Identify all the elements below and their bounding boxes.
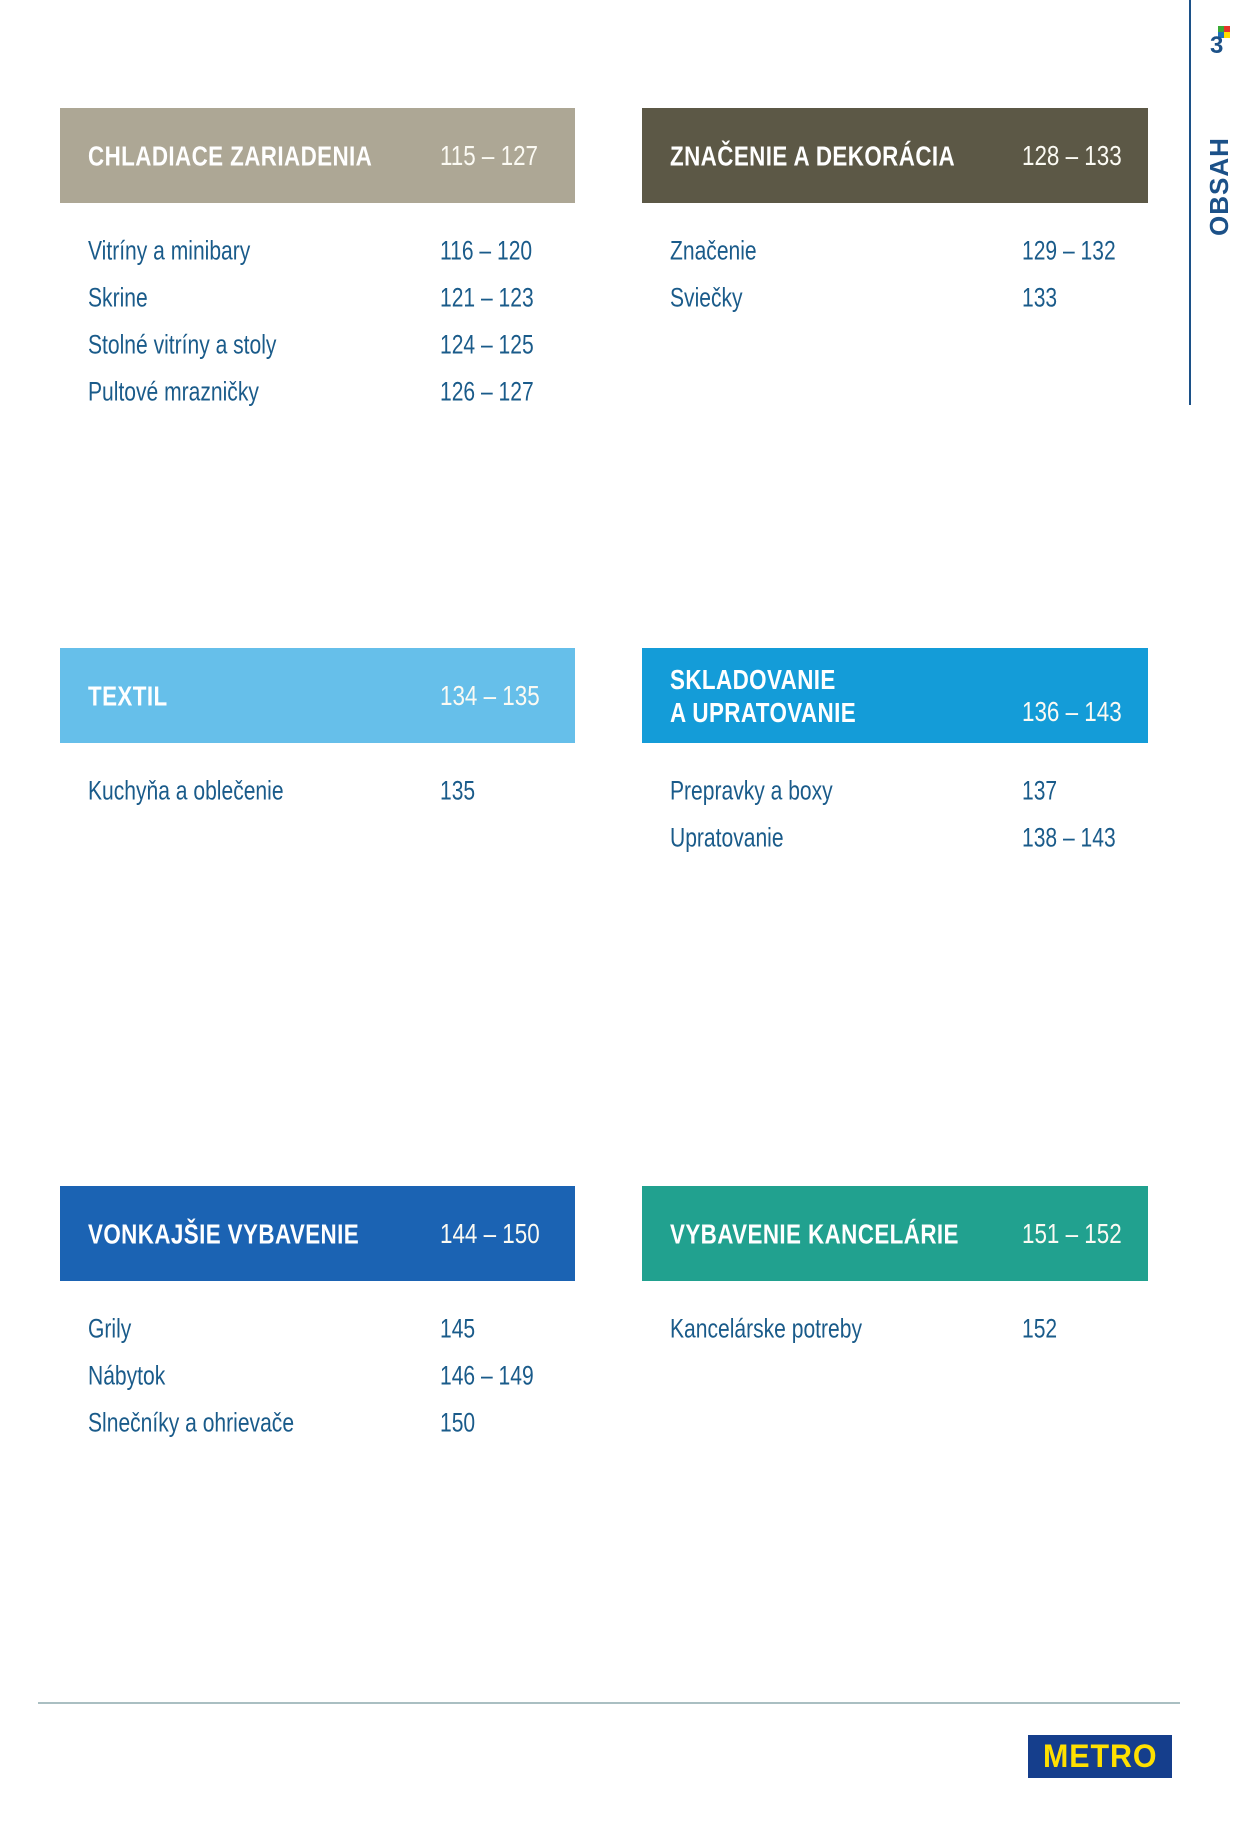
toc-item-pages: 137 [1022, 775, 1058, 805]
toc-item-pages: 133 [1022, 282, 1058, 312]
metro-logo: METRO [1028, 1735, 1172, 1778]
toc-item-label: Skrine [88, 282, 148, 312]
toc-list: Kancelárske potreby 152 [642, 1281, 1148, 1352]
sidebar-label: OBSAH [1204, 137, 1234, 236]
toc-item-label: Kancelárske potreby [670, 1313, 862, 1343]
section-title: CHLADIACE ZARIADENIA [88, 139, 373, 171]
toc-section: VYBAVENIE KANCELÁRIE 151 – 152 Kancelárs… [642, 1186, 1148, 1352]
pixel-blue [1218, 32, 1224, 38]
toc-section: SKLADOVANIE A UPRATOVANIE 136 – 143 Prep… [642, 648, 1148, 861]
toc-list: Kuchyňa a oblečenie 135 [60, 743, 575, 814]
toc-item-pages: 138 – 143 [1022, 822, 1116, 852]
toc-item-label: Značenie [670, 235, 757, 265]
toc-item: Slnečníky a ohrievače 150 [60, 1399, 575, 1446]
pixel-red [1224, 26, 1230, 32]
toc-item-label: Nábytok [88, 1360, 166, 1390]
toc-item-pages: 129 – 132 [1022, 235, 1116, 265]
section-title: TEXTIL [88, 679, 168, 711]
section-header: ZNAČENIE A DEKORÁCIA 128 – 133 [642, 108, 1148, 203]
toc-item-label: Grily [88, 1313, 132, 1343]
toc-item-pages: 116 – 120 [440, 235, 533, 265]
section-title: ZNAČENIE A DEKORÁCIA [670, 139, 956, 171]
toc-item: Kancelárske potreby 152 [642, 1305, 1148, 1352]
toc-item-label: Vitríny a minibary [88, 235, 251, 265]
toc-item: Sviečky 133 [642, 274, 1148, 321]
section-header: SKLADOVANIE A UPRATOVANIE 136 – 143 [642, 648, 1148, 743]
margin-rule [1189, 0, 1191, 405]
section-header: CHLADIACE ZARIADENIA 115 – 127 [60, 108, 575, 203]
four-color-pixel-icon [1218, 26, 1230, 38]
toc-item-pages: 135 [440, 775, 476, 805]
toc-item-pages: 124 – 125 [440, 329, 534, 359]
toc-section: TEXTIL 134 – 135 Kuchyňa a oblečenie 135 [60, 648, 575, 814]
toc-item: Nábytok 146 – 149 [60, 1352, 575, 1399]
section-pages: 128 – 133 [1022, 139, 1122, 171]
toc-item: Prepravky a boxy 137 [642, 767, 1148, 814]
toc-item-pages: 146 – 149 [440, 1360, 534, 1390]
toc-list: Vitríny a minibary 116 – 120 Skrine 121 – 1… [60, 203, 575, 415]
toc-item-pages: 121 – 123 [440, 282, 534, 312]
section-pages: 134 – 135 [440, 679, 540, 711]
toc-item-pages: 145 [440, 1313, 476, 1343]
toc-item-pages: 126 – 127 [440, 376, 534, 406]
section-header: VONKAJŠIE VYBAVENIE 144 – 150 [60, 1186, 575, 1281]
section-pages: 136 – 143 [1022, 696, 1122, 727]
toc-item-label: Sviečky [670, 282, 743, 312]
toc-section: CHLADIACE ZARIADENIA 115 – 127 Vitríny a… [60, 108, 575, 415]
toc-item-pages: 150 [440, 1407, 476, 1437]
section-header: TEXTIL 134 – 135 [60, 648, 575, 743]
toc-item-label: Kuchyňa a oblečenie [88, 775, 284, 805]
toc-item-label: Stolné vitríny a stoly [88, 329, 277, 359]
section-pages: 115 – 127 [440, 139, 538, 171]
toc-list: Značenie 129 – 132 Sviečky 133 [642, 203, 1148, 321]
page-number: 3 [1210, 32, 1224, 59]
toc-item: Značenie 129 – 132 [642, 227, 1148, 274]
toc-item-label: Pultové mrazničky [88, 376, 259, 406]
toc-section: VONKAJŠIE VYBAVENIE 144 – 150 Grily 145 Ná… [60, 1186, 575, 1446]
toc-item: Pultové mrazničky 126 – 127 [60, 368, 575, 415]
toc-item: Grily 145 [60, 1305, 575, 1352]
toc-item-label: Upratovanie [670, 822, 784, 852]
toc-item: Upratovanie 138 – 143 [642, 814, 1148, 861]
pixel-yellow [1224, 32, 1230, 38]
section-title: VYBAVENIE KANCELÁRIE [670, 1217, 959, 1249]
toc-item-label: Slnečníky a ohrievače [88, 1407, 295, 1437]
section-title: VONKAJŠIE VYBAVENIE [88, 1217, 360, 1249]
section-pages: 144 – 150 [440, 1217, 540, 1249]
footer-divider [38, 1702, 1180, 1704]
metro-logo-text: METRO [1042, 1738, 1158, 1774]
toc-item: Skrine 121 – 123 [60, 274, 575, 321]
toc-list: Grily 145 Nábytok 146 – 149 Slnečníky a ohri… [60, 1281, 575, 1446]
toc-item-pages: 152 [1022, 1313, 1058, 1343]
section-pages: 151 – 152 [1022, 1217, 1122, 1249]
pixel-green [1218, 26, 1224, 32]
toc-item: Vitríny a minibary 116 – 120 [60, 227, 575, 274]
toc-item: Stolné vitríny a stoly 124 – 125 [60, 321, 575, 368]
toc-item-label: Prepravky a boxy [670, 775, 833, 805]
section-title: SKLADOVANIE A UPRATOVANIE [670, 663, 857, 728]
toc-item: Kuchyňa a oblečenie 135 [60, 767, 575, 814]
section-header: VYBAVENIE KANCELÁRIE 151 – 152 [642, 1186, 1148, 1281]
toc-section: ZNAČENIE A DEKORÁCIA 128 – 133 Značenie 1… [642, 108, 1148, 321]
toc-list: Prepravky a boxy 137 Upratovanie 138 – 143 [642, 743, 1148, 861]
